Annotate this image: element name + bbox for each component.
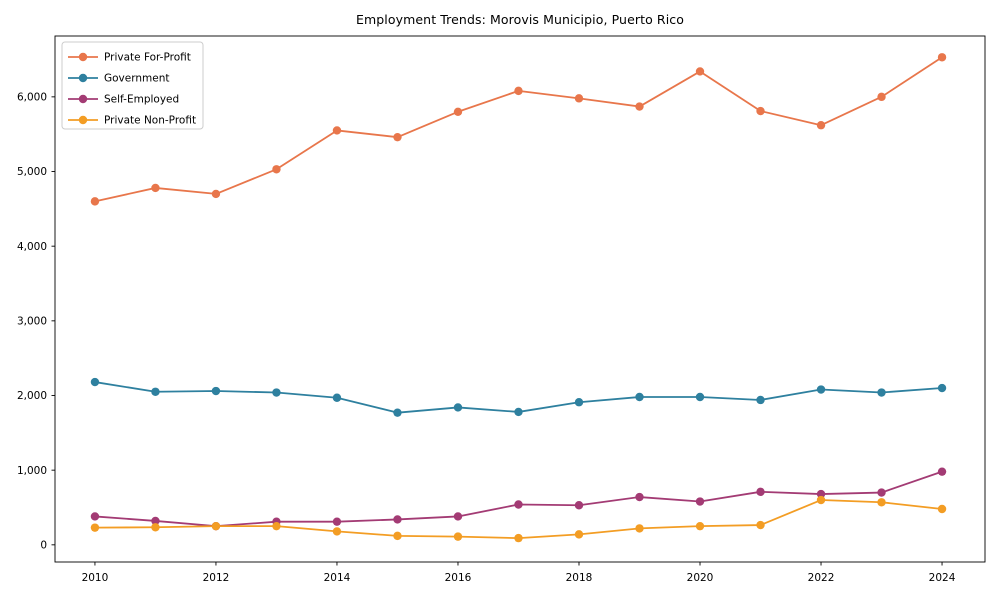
data-point-private-non-profit bbox=[816, 495, 826, 505]
data-point-private-non-profit bbox=[393, 531, 402, 541]
legend-marker-icon bbox=[78, 73, 88, 83]
data-point-government bbox=[393, 408, 402, 417]
legend-label: Government bbox=[104, 73, 169, 85]
data-point-private-for-profit bbox=[574, 94, 584, 103]
data-point-private-non-profit bbox=[635, 524, 644, 533]
data-point-private-for-profit bbox=[272, 165, 281, 174]
y-tick-label: 0 bbox=[40, 540, 47, 552]
data-point-private-for-profit bbox=[695, 67, 705, 76]
data-point-private-for-profit bbox=[393, 132, 402, 142]
data-point-self-employed bbox=[816, 489, 826, 499]
data-point-private-for-profit bbox=[937, 53, 947, 62]
data-point-private-non-profit bbox=[90, 523, 100, 532]
data-point-government bbox=[332, 393, 342, 402]
x-tick-label: 2012 bbox=[203, 572, 230, 584]
series-line-private-for-profit bbox=[94, 56, 943, 203]
data-point-self-employed bbox=[90, 512, 100, 521]
data-point-private-for-profit bbox=[453, 107, 463, 116]
data-point-government bbox=[635, 392, 644, 402]
data-point-private-non-profit bbox=[332, 527, 342, 536]
plot-border bbox=[54, 35, 986, 563]
data-point-government bbox=[90, 377, 100, 387]
data-point-private-for-profit bbox=[756, 106, 765, 116]
data-point-government bbox=[514, 407, 523, 417]
data-point-self-employed bbox=[151, 516, 160, 526]
data-point-private-for-profit bbox=[211, 189, 221, 199]
data-point-self-employed bbox=[635, 492, 644, 502]
data-point-government bbox=[272, 388, 281, 397]
series-line-self-employed bbox=[94, 470, 943, 528]
data-point-private-non-profit bbox=[151, 523, 160, 532]
data-point-government bbox=[695, 392, 705, 402]
x-tick-label: 2022 bbox=[808, 572, 835, 584]
data-point-private-for-profit bbox=[816, 121, 826, 130]
x-tick-label: 2018 bbox=[566, 572, 593, 584]
legend-label: Private For-Profit bbox=[104, 52, 191, 64]
data-point-self-employed bbox=[453, 512, 463, 521]
y-tick-label: 5,000 bbox=[17, 166, 47, 178]
y-tick-label: 2,000 bbox=[17, 390, 47, 402]
data-point-self-employed bbox=[332, 517, 342, 526]
data-point-government bbox=[211, 386, 221, 396]
data-point-private-for-profit bbox=[514, 86, 523, 96]
data-point-private-for-profit bbox=[151, 183, 160, 193]
data-point-self-employed bbox=[877, 488, 886, 497]
data-point-private-non-profit bbox=[877, 498, 886, 507]
legend-box bbox=[61, 41, 204, 130]
y-tick-label: 4,000 bbox=[17, 241, 47, 253]
legend-label: Self-Employed bbox=[104, 94, 179, 106]
x-tick-label: 2016 bbox=[445, 572, 472, 584]
data-point-private-for-profit bbox=[877, 92, 886, 102]
data-point-self-employed bbox=[393, 515, 402, 524]
x-tick-label: 2024 bbox=[929, 572, 956, 584]
legend-marker-icon bbox=[78, 115, 88, 125]
data-point-private-for-profit bbox=[332, 126, 342, 135]
data-point-self-employed bbox=[756, 487, 765, 497]
data-point-private-non-profit bbox=[937, 504, 947, 514]
data-point-government bbox=[756, 395, 765, 405]
y-tick-label: 6,000 bbox=[17, 92, 47, 104]
data-point-private-for-profit bbox=[90, 197, 100, 206]
legend-label: Private Non-Profit bbox=[104, 115, 196, 127]
data-point-private-non-profit bbox=[211, 521, 221, 531]
legend-marker-icon bbox=[78, 94, 88, 104]
x-tick-label: 2010 bbox=[82, 572, 109, 584]
y-tick-label: 3,000 bbox=[17, 316, 47, 328]
data-point-private-non-profit bbox=[695, 521, 705, 531]
data-point-private-non-profit bbox=[574, 530, 584, 539]
data-point-private-for-profit bbox=[635, 102, 644, 111]
data-point-private-non-profit bbox=[272, 521, 281, 531]
x-tick-label: 2020 bbox=[687, 572, 714, 584]
data-point-government bbox=[574, 398, 584, 407]
data-point-self-employed bbox=[514, 500, 523, 509]
chart-title: Employment Trends: Morovis Municipio, Pu… bbox=[355, 12, 685, 27]
data-point-self-employed bbox=[574, 501, 584, 510]
y-tick-label: 1,000 bbox=[17, 465, 47, 477]
data-point-private-non-profit bbox=[453, 532, 463, 541]
data-point-government bbox=[453, 403, 463, 412]
data-point-government bbox=[877, 388, 886, 397]
data-point-self-employed bbox=[937, 467, 947, 476]
x-tick-label: 2014 bbox=[324, 572, 351, 584]
data-point-government bbox=[151, 387, 160, 396]
data-point-self-employed bbox=[695, 497, 705, 506]
legend-marker-icon bbox=[78, 52, 88, 62]
data-point-government bbox=[816, 385, 826, 394]
data-point-private-non-profit bbox=[514, 533, 523, 543]
data-point-private-non-profit bbox=[756, 520, 765, 530]
data-point-government bbox=[937, 383, 947, 393]
